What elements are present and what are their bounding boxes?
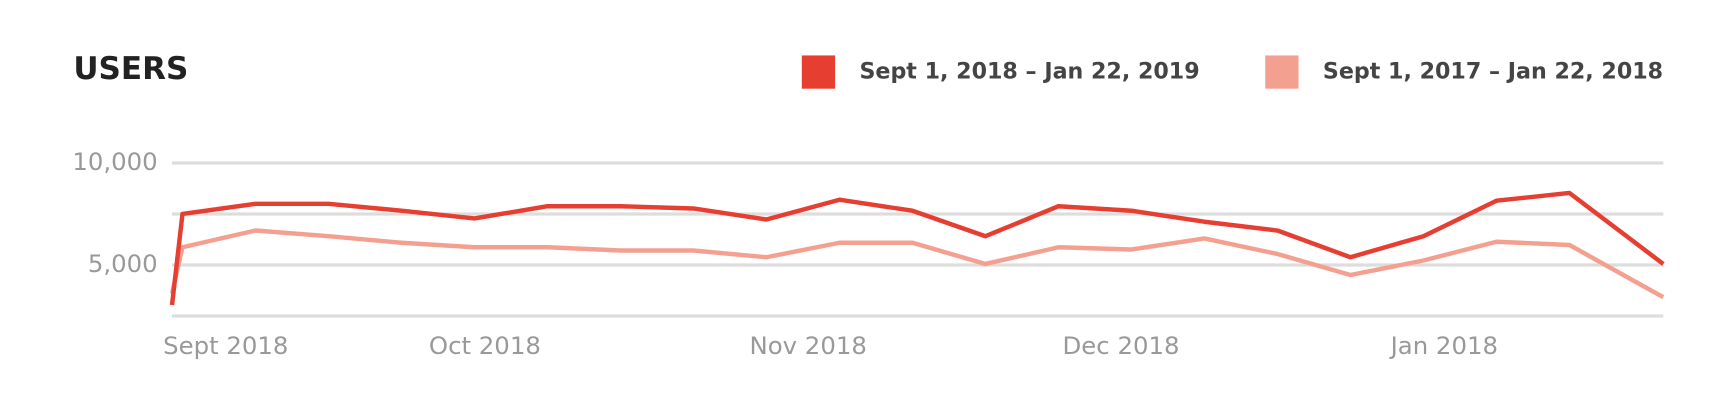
y-tick-label: 10,000 [72, 147, 157, 176]
legend-swatch [801, 55, 836, 89]
x-tick-label: Jan 2018 [1389, 331, 1498, 360]
legend-label: Sept 1, 2018 – Jan 22, 2019 [859, 59, 1199, 85]
chart-title: USERS [73, 51, 188, 87]
legend-swatch [1265, 55, 1299, 89]
x-tick-label: Sept 2018 [163, 331, 288, 360]
series-line [169, 190, 1665, 306]
x-tick-label: Nov 2018 [749, 331, 866, 360]
x-tick-label: Oct 2018 [429, 331, 541, 360]
y-tick-label: 5,000 [88, 249, 158, 278]
x-tick-label: Dec 2018 [1063, 331, 1180, 360]
series-line [169, 228, 1665, 300]
legend-label: Sept 1, 2017 – Jan 22, 2018 [1323, 59, 1663, 85]
